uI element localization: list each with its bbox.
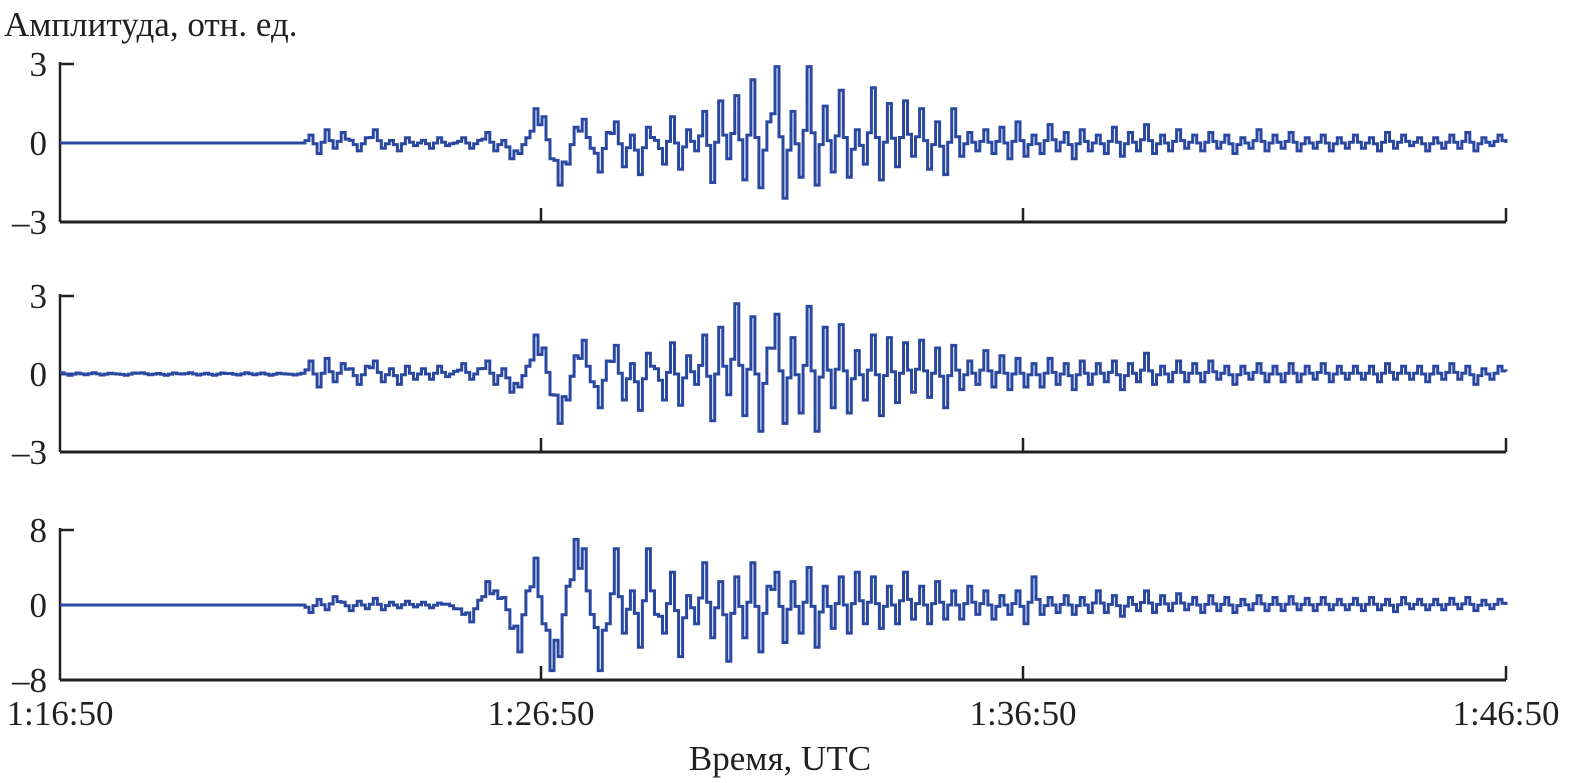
x-tick-label: 1:36:50 bbox=[970, 694, 1077, 733]
x-tick-label: 1:26:50 bbox=[488, 694, 595, 733]
y-tick-label: –3 bbox=[11, 203, 47, 242]
x-axis-label: Время, UTC bbox=[689, 739, 871, 778]
y-tick-label: –3 bbox=[11, 433, 47, 472]
y-tick-label: 0 bbox=[30, 124, 48, 163]
trace-line-panel-1 bbox=[60, 65, 1508, 200]
x-tick-label: 1:16:50 bbox=[7, 694, 114, 733]
x-tick-label: 1:46:50 bbox=[1453, 694, 1560, 733]
trace-line-panel-2 bbox=[60, 302, 1508, 433]
trace-line-panel-3 bbox=[60, 537, 1508, 673]
y-axis-label: Амплитуда, отн. ед. bbox=[4, 5, 298, 44]
y-tick-label: 8 bbox=[30, 511, 48, 550]
panel-1: 3 0 –3 bbox=[11, 45, 1508, 242]
y-tick-label: 3 bbox=[30, 45, 48, 84]
y-tick-label: –8 bbox=[11, 661, 47, 700]
y-tick-label: 0 bbox=[30, 355, 48, 394]
y-tick-label: 0 bbox=[30, 586, 48, 625]
panel-3: 8 0 –8 bbox=[11, 511, 1508, 700]
panel-2: 3 0 –3 bbox=[11, 277, 1508, 472]
y-tick-label: 3 bbox=[30, 277, 48, 316]
